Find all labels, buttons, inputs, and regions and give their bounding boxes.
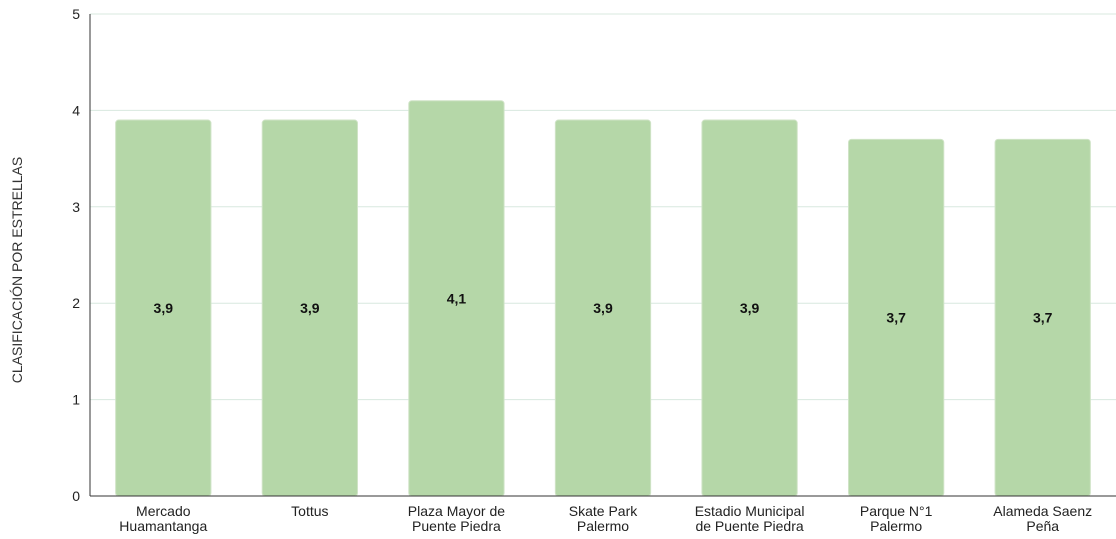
y-tick-label: 1: [72, 392, 80, 408]
y-tick-label: 3: [72, 199, 80, 215]
data-label: 4,1: [447, 290, 467, 306]
y-tick-label: 4: [72, 102, 80, 118]
x-tick-label: Alameda Saenz Peña: [993, 503, 1092, 534]
x-tick-label: Mercado Huamantanga: [119, 503, 207, 534]
y-tick-label: 0: [72, 488, 80, 504]
bars: [115, 100, 1091, 497]
data-label: 3,9: [593, 300, 613, 316]
x-tick-label: Estadio Municipal de Puente Piedra: [695, 503, 805, 534]
data-label: 3,9: [740, 300, 760, 316]
data-label: 3,7: [1033, 310, 1053, 326]
x-tick-label: Tottus: [291, 503, 328, 519]
x-tick-labels: Mercado Huamantanga Tottus Plaza Mayor de Pu…: [119, 503, 1092, 534]
axes: [89, 14, 1116, 497]
data-label: 3,9: [154, 300, 174, 316]
y-axis-title: CLASIFICACIÓN POR ESTRELLAS: [9, 157, 25, 383]
data-labels: 3,9 3,9 4,1 3,9 3,9 3,7 3,7: [154, 290, 1053, 325]
x-tick-label: Parque N°1 Palermo: [860, 503, 933, 534]
x-tick-label: Skate Park Palermo: [569, 503, 638, 534]
y-tick-label: 2: [72, 295, 80, 311]
data-label: 3,9: [300, 300, 320, 316]
y-tick-labels: 0 1 2 3 4 5: [72, 6, 80, 504]
x-tick-label: Plaza Mayor de Puente Piedra: [408, 503, 505, 534]
data-label: 3,7: [886, 310, 906, 326]
y-tick-label: 5: [72, 6, 80, 22]
